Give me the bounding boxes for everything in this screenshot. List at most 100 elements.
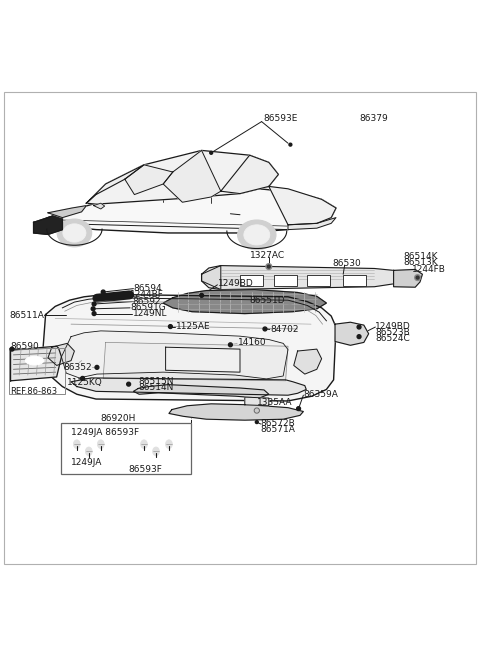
Text: 1249BD: 1249BD: [375, 321, 411, 331]
Ellipse shape: [85, 447, 92, 456]
Text: 86511A: 86511A: [10, 310, 45, 319]
Polygon shape: [269, 186, 336, 225]
Text: 1125KQ: 1125KQ: [67, 378, 103, 387]
Text: 86352: 86352: [63, 363, 92, 372]
Text: 86359A: 86359A: [303, 390, 338, 399]
Polygon shape: [86, 150, 278, 204]
Ellipse shape: [97, 440, 104, 449]
Circle shape: [255, 420, 258, 424]
Ellipse shape: [25, 356, 44, 365]
Polygon shape: [163, 150, 221, 202]
Circle shape: [415, 275, 420, 281]
Ellipse shape: [153, 447, 159, 456]
Text: 86593F: 86593F: [129, 465, 163, 474]
Text: 1249JA: 1249JA: [71, 458, 102, 467]
Ellipse shape: [57, 219, 92, 247]
Polygon shape: [43, 295, 336, 401]
Text: 84702: 84702: [270, 325, 299, 334]
Polygon shape: [48, 343, 74, 365]
Polygon shape: [94, 203, 105, 209]
Bar: [343, 276, 366, 286]
Text: 1335AA: 1335AA: [257, 398, 292, 407]
Polygon shape: [48, 205, 86, 218]
Circle shape: [357, 325, 361, 329]
Polygon shape: [133, 384, 269, 398]
Text: 86514K: 86514K: [403, 253, 438, 262]
Circle shape: [91, 307, 95, 311]
Text: 86514N: 86514N: [138, 384, 174, 392]
Circle shape: [289, 143, 292, 146]
Text: 86590: 86590: [11, 342, 39, 351]
Circle shape: [228, 343, 232, 347]
Bar: [274, 276, 297, 286]
Polygon shape: [221, 155, 278, 194]
Ellipse shape: [73, 440, 80, 449]
Circle shape: [357, 335, 361, 338]
Polygon shape: [86, 165, 144, 203]
Text: 1327AC: 1327AC: [250, 251, 285, 260]
Circle shape: [81, 377, 84, 380]
Text: 86513K: 86513K: [403, 258, 438, 267]
Text: 14160: 14160: [238, 338, 266, 348]
Circle shape: [95, 365, 99, 369]
Polygon shape: [61, 331, 288, 379]
Polygon shape: [163, 289, 326, 314]
Ellipse shape: [63, 224, 86, 242]
Text: 86591G: 86591G: [130, 303, 166, 312]
Circle shape: [297, 407, 300, 411]
Text: 1249JA 86593F: 1249JA 86593F: [71, 428, 139, 437]
Polygon shape: [202, 266, 221, 289]
Ellipse shape: [166, 440, 172, 449]
Circle shape: [95, 297, 99, 300]
Text: 86571A: 86571A: [261, 425, 296, 434]
Polygon shape: [34, 189, 336, 233]
Text: REF.86-863: REF.86-863: [11, 387, 58, 396]
Text: 86594: 86594: [133, 284, 162, 293]
Text: 86379: 86379: [359, 114, 388, 123]
Polygon shape: [103, 342, 288, 380]
Text: 86593E: 86593E: [263, 114, 298, 123]
Polygon shape: [335, 322, 369, 345]
Bar: [307, 276, 330, 286]
Polygon shape: [125, 165, 173, 195]
Text: 1249BD: 1249BD: [218, 279, 253, 289]
Circle shape: [266, 264, 272, 270]
Text: 86515N: 86515N: [138, 377, 174, 386]
Ellipse shape: [244, 225, 270, 245]
Circle shape: [10, 347, 14, 351]
Polygon shape: [34, 213, 62, 234]
Circle shape: [200, 293, 204, 297]
Circle shape: [210, 152, 213, 154]
Text: 1244BF: 1244BF: [130, 291, 164, 299]
Bar: [240, 276, 263, 286]
Circle shape: [267, 265, 270, 268]
Polygon shape: [202, 266, 408, 289]
Polygon shape: [71, 378, 306, 395]
Text: 86530: 86530: [332, 259, 361, 268]
Circle shape: [263, 327, 267, 331]
Circle shape: [168, 325, 172, 329]
Text: 86592: 86592: [132, 297, 161, 306]
Ellipse shape: [238, 220, 276, 250]
Text: 1125AE: 1125AE: [176, 322, 210, 331]
Text: 86524C: 86524C: [375, 334, 410, 343]
Circle shape: [92, 312, 96, 316]
Bar: [61, 422, 191, 474]
Polygon shape: [245, 397, 269, 406]
Text: 86920H: 86920H: [101, 414, 136, 422]
Polygon shape: [294, 349, 322, 374]
Text: 86551D: 86551D: [250, 296, 285, 304]
Ellipse shape: [141, 440, 147, 449]
Text: 86572B: 86572B: [261, 419, 295, 428]
Circle shape: [127, 382, 131, 386]
Circle shape: [254, 408, 259, 413]
Circle shape: [101, 290, 105, 294]
Circle shape: [92, 302, 96, 306]
Text: 86523B: 86523B: [375, 328, 410, 337]
Polygon shape: [11, 346, 61, 380]
Polygon shape: [288, 218, 336, 230]
Circle shape: [416, 276, 419, 279]
Text: 1244FB: 1244FB: [412, 265, 446, 274]
Polygon shape: [169, 404, 303, 420]
Polygon shape: [166, 347, 240, 372]
